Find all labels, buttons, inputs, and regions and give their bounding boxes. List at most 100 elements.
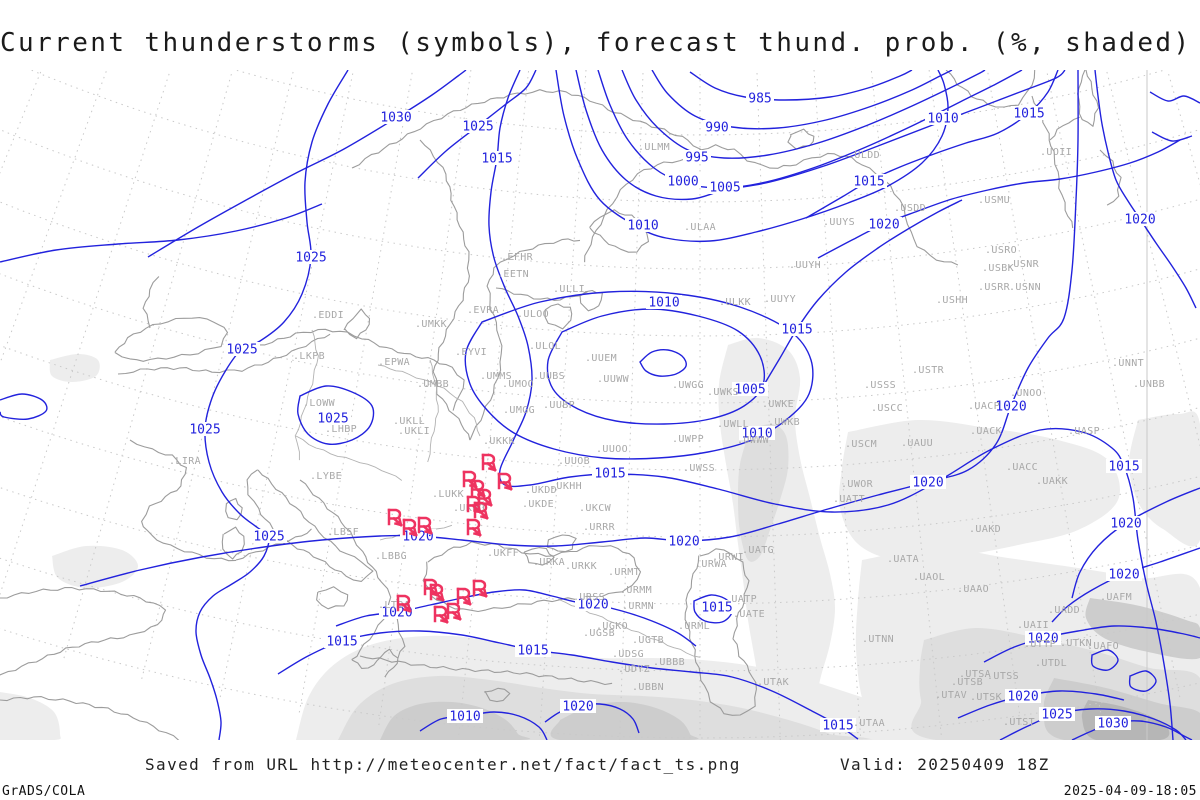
probability-shading-layer (0, 337, 1200, 740)
isobar-line (639, 349, 687, 377)
isobar-label-bg (993, 399, 1029, 413)
thunderstorm-symbol-layer (387, 453, 513, 624)
isobar-label: 1010 (927, 112, 958, 127)
thunderstorm-symbol (462, 470, 478, 489)
isobar-line (147, 70, 467, 258)
station-label-layer: .EVRA .ULOO .ULOL .EYVI .UMMS.UMOO.UUBS .UUEM… (169, 142, 1165, 729)
parallel-line (233, 70, 1167, 136)
station-label: .UACC (1006, 462, 1038, 473)
station-label: .USTR (912, 365, 945, 376)
isobar-line (1128, 670, 1157, 692)
station-label: .USCC (871, 403, 903, 414)
isobar-label-bg (251, 529, 287, 543)
isobar-label: 1015 (822, 719, 853, 734)
thunderstorm-symbol-arrow (392, 516, 403, 527)
station-label: .USHH (936, 295, 968, 306)
station-label: .UDYZ (618, 664, 650, 675)
station-label: .UNBB (1133, 379, 1165, 390)
station-label: .UAKK (1036, 476, 1068, 487)
station-label: .UTDL (1035, 658, 1067, 669)
timestamp: 2025-04-09-18:05 (1063, 784, 1197, 799)
station-label: .UATG (742, 545, 774, 556)
station-label: .LBBG (375, 551, 407, 562)
thunderstorm-symbol-arrow (407, 526, 418, 537)
station-label: .UWKS (707, 387, 739, 398)
station-label: .UTNN (862, 634, 894, 645)
isobar-line (1151, 131, 1193, 142)
station-label: .UWOR (841, 479, 874, 490)
coastline (235, 528, 312, 561)
isobar-label-bg (739, 426, 775, 440)
thunderstorm-symbol-arrow (471, 526, 482, 537)
isobar-label-bg (187, 422, 223, 436)
station-label: .UADD (1048, 605, 1080, 616)
isobar-line (575, 70, 1066, 201)
isobar-label: 990 (705, 121, 728, 136)
isobar-label-bg (1122, 212, 1158, 226)
station-label: .UTTP (1024, 639, 1056, 650)
station-label: .URMM (620, 585, 652, 596)
station-label: .UTAK (757, 677, 789, 688)
station-label: .URML (678, 621, 710, 632)
coastline (299, 479, 392, 661)
station-label: .UKDE (522, 499, 554, 510)
isobar-label: 1005 (709, 181, 740, 196)
country-border (295, 435, 403, 481)
isobar-label: 1020 (995, 400, 1026, 415)
station-label: .UMBB (417, 379, 449, 390)
station-label: .UNNT (1112, 358, 1144, 369)
probability-shaded-area (738, 423, 789, 562)
station-label: .UKDD (525, 485, 557, 496)
station-label: .LUKK (432, 489, 464, 500)
parallel-line (0, 557, 1200, 672)
isobar-label-bg (1025, 631, 1061, 645)
isobar-label: 1025 (226, 343, 257, 358)
station-label: .UWWW (737, 435, 770, 446)
coastline (684, 548, 757, 716)
coastline (546, 534, 577, 553)
thunderstorm-symbol (446, 602, 462, 621)
isobar-label-bg (592, 466, 628, 480)
coastline (343, 308, 371, 340)
isobar-label: 1030 (1097, 717, 1128, 732)
coastline (246, 469, 374, 582)
station-label: .USNN (1009, 282, 1041, 293)
station-label: .UTSA (959, 669, 991, 680)
isobar-label-bg (324, 634, 360, 648)
isobar-label: 1025 (462, 120, 493, 135)
isobar-line (79, 70, 1079, 587)
country-border (443, 387, 481, 437)
coastline (422, 541, 642, 613)
isobar-line (195, 70, 349, 740)
thunderstorm-symbol-arrow (482, 496, 493, 507)
thunderstorm-symbol-loop (429, 583, 444, 595)
isobar-label: 1015 (1108, 460, 1139, 475)
station-label: .UUEM (585, 353, 617, 364)
isobar-label: 1015 (326, 635, 357, 650)
station-label: .UTSB (951, 677, 983, 688)
station-label: .UTAA (853, 718, 885, 729)
coastline (225, 497, 243, 521)
isobar-label: 995 (685, 151, 708, 166)
isobar-label-bg (1005, 689, 1041, 703)
station-label: .LIRA (169, 456, 201, 467)
thunderstorm-symbol-loop (417, 516, 432, 528)
station-label: .USCM (845, 439, 877, 450)
isobar-label: 1015 (1013, 107, 1044, 122)
isobar-label: 1020 (1124, 213, 1155, 228)
isobar-label: 1025 (253, 530, 284, 545)
station-label: .UTKN (1060, 638, 1092, 649)
isobar-line (621, 70, 986, 159)
isobar-label: 1020 (1027, 632, 1058, 647)
isobar-label-bg (479, 151, 515, 165)
meridian-line (0, 70, 108, 365)
isobar-label-bg (1108, 516, 1144, 530)
thunderstorm-symbol-loop (396, 594, 411, 606)
station-label: .LYBE (310, 471, 342, 482)
station-label: .URMT (608, 567, 640, 578)
isobar-label: 1000 (667, 175, 698, 190)
isobar-label-layer: 1030 1025 1015 985 990 995 1000 1005 1010 1010 101… (187, 91, 1158, 734)
isobar-label-bg (1011, 106, 1047, 120)
isobar-line (651, 70, 953, 130)
coastline (249, 328, 465, 411)
